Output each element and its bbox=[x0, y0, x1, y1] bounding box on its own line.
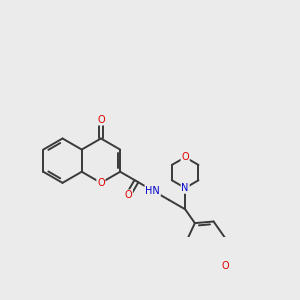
Text: O: O bbox=[221, 261, 229, 271]
Text: O: O bbox=[97, 115, 105, 125]
Text: N: N bbox=[182, 183, 189, 193]
Text: O: O bbox=[182, 152, 189, 162]
Text: O: O bbox=[97, 178, 105, 188]
Text: O: O bbox=[124, 190, 132, 200]
Text: HN: HN bbox=[145, 185, 160, 196]
